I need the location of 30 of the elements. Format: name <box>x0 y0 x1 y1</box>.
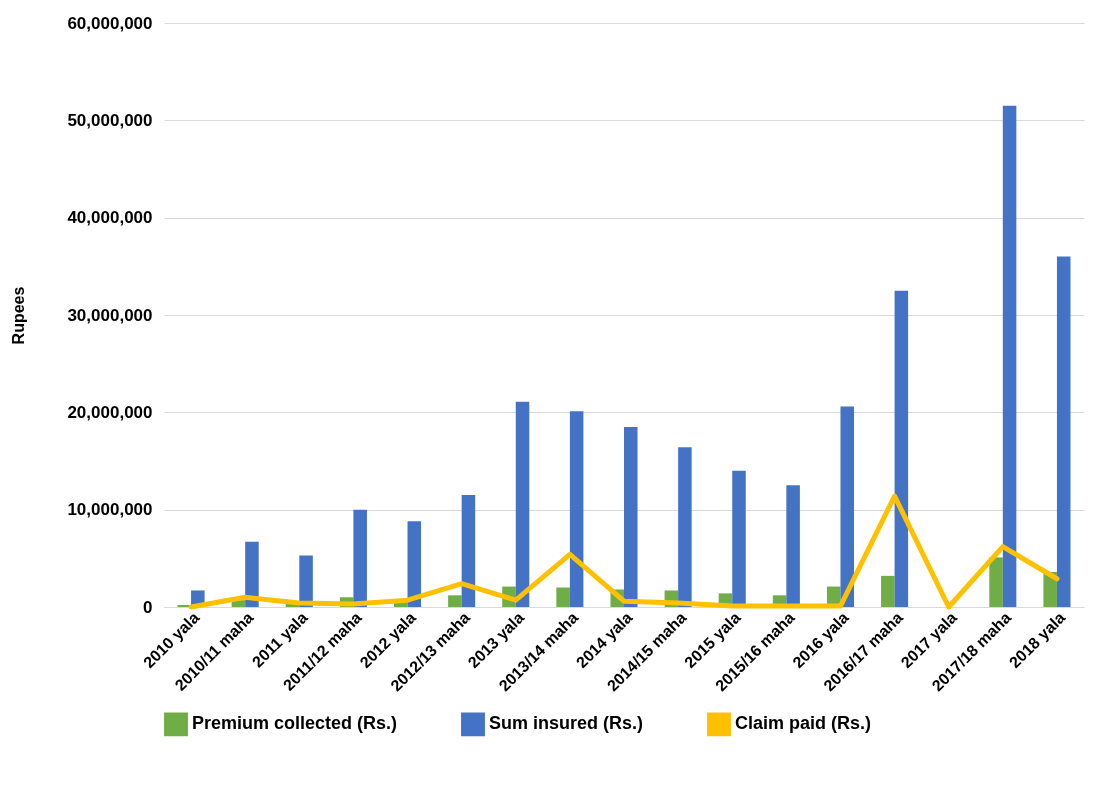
bar <box>840 406 854 607</box>
bar <box>569 411 584 607</box>
bar <box>353 509 367 607</box>
y-tick-label: 50,000,000 <box>67 110 153 130</box>
legend-label: Premium collected (Rs.) <box>192 713 398 734</box>
bar <box>299 555 313 607</box>
y-tick-label: 10,000,000 <box>67 500 153 520</box>
legend-label: Claim paid (Rs.) <box>735 713 872 734</box>
legend-label: Sum insured (Rs.) <box>489 713 644 734</box>
bar <box>732 470 746 607</box>
bar <box>515 401 530 607</box>
bar <box>1002 105 1017 607</box>
bar <box>1056 256 1071 607</box>
bar <box>989 557 1003 607</box>
y-tick-label: 20,000,000 <box>67 402 153 422</box>
bar <box>894 290 909 607</box>
y-axis-title: Rupees <box>10 286 28 345</box>
bar <box>556 587 570 607</box>
y-tick-label: 0 <box>143 597 153 617</box>
bar <box>448 595 462 607</box>
bar <box>245 541 259 607</box>
bar <box>786 485 800 607</box>
bar <box>678 447 692 607</box>
bar <box>407 521 422 607</box>
bar <box>881 575 895 607</box>
bar <box>461 495 476 607</box>
bar <box>624 426 638 607</box>
y-tick-label: 40,000,000 <box>67 208 153 228</box>
y-tick-label: 30,000,000 <box>67 305 153 325</box>
y-tick-label: 60,000,000 <box>67 13 153 33</box>
